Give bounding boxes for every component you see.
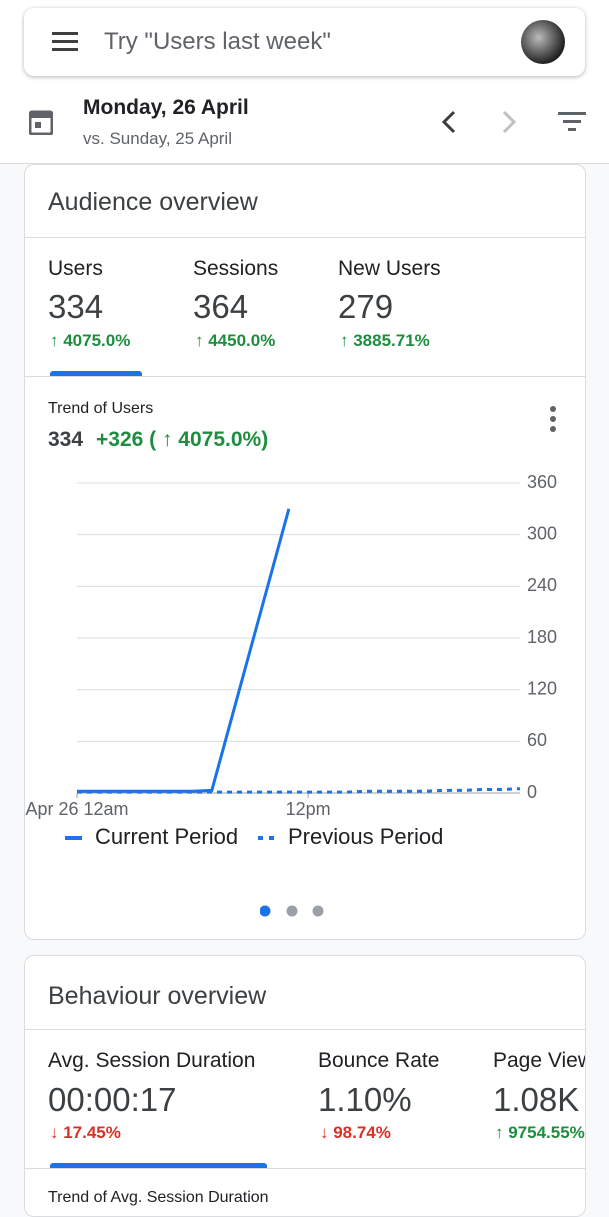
metric-change: ↑ 9754.55%	[495, 1123, 585, 1142]
y-tick-label: 300	[527, 523, 557, 543]
search-placeholder: Try "Users last week"	[104, 28, 331, 55]
metric-label: New Users	[338, 257, 441, 280]
metric-change: ↑ 4075.0%	[50, 331, 131, 350]
card-title: Behaviour overview	[48, 982, 267, 1010]
metric-label: Users	[48, 257, 103, 280]
selected-indicator	[50, 371, 142, 376]
y-tick-label: 120	[527, 678, 557, 698]
search-bar[interactable]: Try "Users last week"	[24, 8, 585, 76]
pagination[interactable]	[260, 905, 338, 917]
metric-label: Page Views	[493, 1049, 585, 1072]
metric-value: 1.10%	[318, 1081, 412, 1118]
x-tick-label: Apr 26 12am	[25, 799, 128, 819]
calendar-icon[interactable]	[29, 109, 53, 135]
y-tick-label: 240	[527, 575, 557, 595]
metric-label: Bounce Rate	[318, 1049, 440, 1072]
metric-label: Avg. Session Duration	[48, 1049, 256, 1072]
y-tick-label: 0	[527, 782, 537, 802]
next-chart-title: Trend of Avg. Session Duration	[48, 1189, 269, 1206]
metric-value: 1.08K	[493, 1081, 580, 1118]
metric-value: 334	[48, 288, 104, 325]
metric-change: ↓ 98.74%	[320, 1123, 391, 1142]
summary-value: 334	[48, 428, 84, 451]
audience-card: Audience overview Users 334 ↑ 4075.0% Sessi…	[24, 164, 586, 940]
metric-change: ↑ 4450.0%	[195, 331, 276, 350]
y-tick-label: 360	[527, 472, 557, 492]
metric-change: ↑ 3885.71%	[340, 331, 430, 350]
avatar[interactable]	[521, 20, 565, 64]
filter-icon[interactable]	[558, 112, 588, 134]
metric-value: 00:00:17	[48, 1081, 177, 1118]
divider	[25, 1029, 585, 1030]
metric-label: Sessions	[193, 257, 279, 280]
date-current[interactable]: Monday, 26 April	[83, 96, 249, 119]
divider	[25, 376, 585, 377]
y-tick-label: 180	[527, 627, 557, 647]
x-tick-label: 12pm	[286, 799, 331, 819]
prev-button[interactable]	[440, 110, 460, 134]
legend-label: Current Period	[95, 824, 238, 849]
chart-title: Trend of Users	[48, 400, 154, 417]
trend-chart: 0 60 120 180 240 300 360 Apr 26 12am 12pm Current…	[25, 472, 557, 849]
line-series	[77, 508, 291, 793]
metric-value: 279	[338, 288, 394, 325]
selected-indicator	[50, 1163, 267, 1168]
metric-change: ↓ 17.45%	[50, 1123, 121, 1142]
divider	[25, 237, 585, 238]
date-compare: vs. Sunday, 25 April	[83, 129, 232, 148]
legend-label: Previous Period	[288, 824, 443, 849]
behaviour-card: Behaviour overview Avg. Session Duration…	[24, 955, 586, 1217]
next-button[interactable]	[500, 110, 520, 134]
more-menu[interactable]	[549, 405, 557, 433]
line-series	[77, 787, 521, 794]
summary-change: +326 ( ↑ 4075.0%)	[96, 428, 269, 451]
card-title: Audience overview	[48, 188, 258, 216]
metric-value: 364	[193, 288, 249, 325]
menu-icon[interactable]	[52, 30, 82, 54]
y-tick-label: 60	[527, 730, 547, 750]
divider	[25, 1168, 585, 1169]
